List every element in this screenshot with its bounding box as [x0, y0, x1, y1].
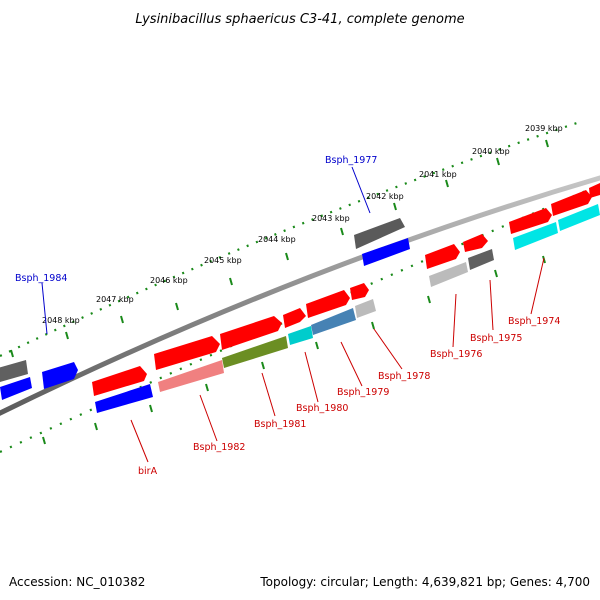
feature-block [558, 204, 600, 231]
gene-label-bsph-1974: Bsph_1974 [508, 316, 560, 327]
gene-label-bsph-1977: Bsph_1977 [325, 155, 377, 166]
gene-label-bsph-1975: Bsph_1975 [470, 333, 522, 344]
ruler-label: 2045 kbp [204, 256, 242, 265]
feature-block [288, 326, 313, 345]
outer-ruler-track [0, 120, 581, 357]
feature-block [509, 208, 552, 234]
outer-ruler-major-ticks [10, 139, 549, 358]
gene-label-bsph-1981: Bsph_1981 [254, 419, 306, 430]
feature-block [220, 316, 282, 350]
ruler-label: 2044 kbp [258, 235, 296, 244]
feature-block [311, 308, 356, 335]
ruler-label: 2041 kbp [419, 170, 457, 179]
gene-label-bsph-1982: Bsph_1982 [193, 442, 245, 453]
map-title: Lysinibacillus sphaericus C3-41, complet… [135, 12, 464, 27]
forward-features [0, 183, 600, 396]
ruler-label: 2040 kbp [472, 147, 510, 156]
feature-block [0, 377, 32, 400]
reverse-features [0, 204, 600, 413]
ruler-label: 2046 kbp [150, 276, 188, 285]
feature-block [350, 283, 369, 300]
feature-block [362, 238, 410, 266]
feature-block [589, 183, 600, 198]
feature-block [551, 190, 592, 216]
ruler-label: 2042 kbp [366, 192, 404, 201]
feature-block [306, 290, 350, 318]
feature-block [95, 384, 153, 413]
genome-backbone [0, 175, 600, 416]
ruler-label: 2047 kbp [96, 295, 134, 304]
ruler-label: 2043 kbp [312, 214, 350, 223]
feature-block [355, 299, 376, 318]
ruler-labels: 2039 kbp 2040 kbp 2041 kbp 2042 kbp 2043… [42, 124, 563, 325]
gene-label-bsph-1976: Bsph_1976 [430, 349, 482, 360]
gene-labels: Bsph_1977 Bsph_1984 Bsph_1974 Bsph_1975 … [15, 155, 560, 477]
feature-block [463, 234, 488, 252]
feature-block [222, 336, 288, 368]
feature-block [354, 218, 405, 249]
feature-block [158, 360, 224, 392]
ruler-label: 2048 kbp [42, 316, 80, 325]
gene-label-bsph-1978: Bsph_1978 [378, 371, 430, 382]
inner-ruler-major-ticks [42, 255, 546, 445]
ruler-label: 2039 kbp [525, 124, 563, 133]
gene-label-bira: birA [138, 466, 158, 477]
feature-block [0, 360, 28, 382]
feature-block [429, 262, 468, 287]
genome-summary-text: Topology: circular; Length: 4,639,821 bp… [259, 575, 590, 589]
feature-block [425, 244, 460, 269]
feature-block [468, 249, 494, 270]
feature-block [513, 222, 558, 250]
feature-block [154, 336, 220, 370]
accession-text: Accession: NC_010382 [9, 575, 145, 589]
feature-block [283, 308, 306, 328]
label-leaders [41, 166, 545, 463]
gene-label-bsph-1980: Bsph_1980 [296, 403, 348, 414]
gene-label-bsph-1984: Bsph_1984 [15, 273, 67, 284]
gene-label-bsph-1979: Bsph_1979 [337, 387, 389, 398]
feature-block [42, 362, 78, 389]
feature-block [92, 366, 147, 396]
